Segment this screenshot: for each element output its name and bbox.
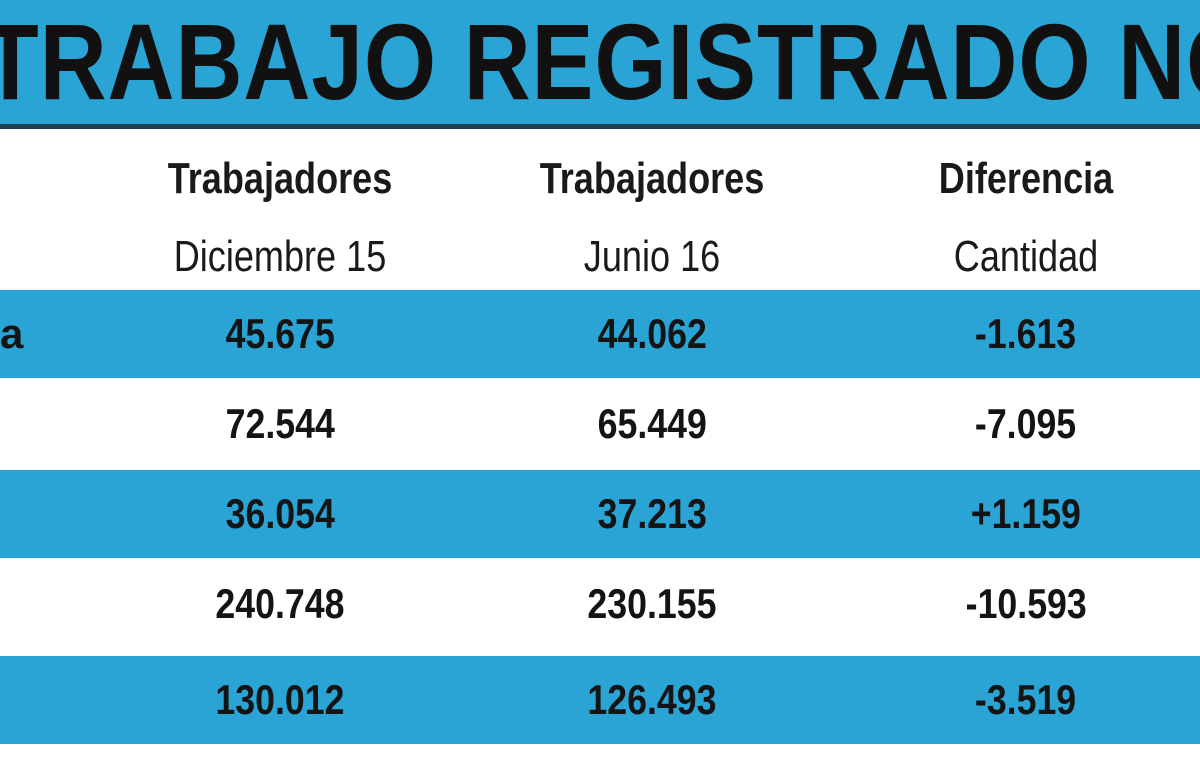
cell-value: -10.593 — [965, 580, 1087, 627]
table-cell: -7.095 — [846, 380, 1200, 468]
table-cell: -10.593 — [846, 560, 1200, 648]
table-row: 240.748 230.155 -10.593 — [0, 560, 1200, 648]
table-cell: 240.748 — [100, 560, 460, 648]
cell-value: 240.748 — [215, 580, 345, 627]
cell-value: 45.675 — [225, 310, 335, 357]
table-row: 36.054 37.213 +1.159 — [0, 470, 1200, 558]
column-header: Trabajadores Diciembre 15 — [100, 140, 460, 296]
cell-value: +1.159 — [970, 490, 1082, 537]
column-header: Diferencia Cantidad — [846, 140, 1200, 296]
table-cell: 44.062 — [472, 290, 832, 378]
title-band: TRABAJO REGISTRADO NOA — [0, 0, 1200, 129]
cell-value: -1.613 — [975, 310, 1077, 357]
column-header-line: Junio 16 — [583, 232, 721, 281]
column-header-line: Diferencia — [938, 154, 1114, 203]
table-cell: 230.155 — [472, 560, 832, 648]
cell-value: -7.095 — [975, 400, 1077, 447]
table-cell: 45.675 — [100, 290, 460, 378]
cell-value: 126.493 — [587, 676, 717, 723]
table-cell: 72.544 — [100, 380, 460, 468]
table-row: 72.544 65.449 -7.095 — [0, 380, 1200, 468]
table-cell: 126.493 — [472, 656, 832, 744]
table-cell: -1.613 — [846, 290, 1200, 378]
table-cell: 37.213 — [472, 470, 832, 558]
table-cell: +1.159 — [846, 470, 1200, 558]
cell-value: 65.449 — [597, 400, 707, 447]
column-header-line: Trabajadores — [167, 154, 393, 203]
cell-value: 130.012 — [215, 676, 345, 723]
column-header-line: Trabajadores — [539, 154, 765, 203]
cell-value: 72.544 — [225, 400, 335, 447]
title: TRABAJO REGISTRADO NOA — [0, 1, 1200, 122]
cell-value: 37.213 — [597, 490, 707, 537]
table-cell: 65.449 — [472, 380, 832, 468]
cell-value: 230.155 — [587, 580, 717, 627]
cell-value: -3.519 — [975, 676, 1077, 723]
table-cell: 130.012 — [100, 656, 460, 744]
column-header-line: Diciembre 15 — [173, 232, 387, 281]
table-cell: 36.054 — [100, 470, 460, 558]
table-row: 130.012 126.493 -3.519 — [0, 656, 1200, 744]
column-header: Trabajadores Junio 16 — [472, 140, 832, 296]
table-row: a 45.675 44.062 -1.613 — [0, 290, 1200, 378]
column-header-line: Cantidad — [953, 232, 1099, 281]
table-cell: -3.519 — [846, 656, 1200, 744]
cell-value: 36.054 — [225, 490, 335, 537]
cell-value: 44.062 — [597, 310, 707, 357]
row-label: a — [0, 310, 24, 357]
